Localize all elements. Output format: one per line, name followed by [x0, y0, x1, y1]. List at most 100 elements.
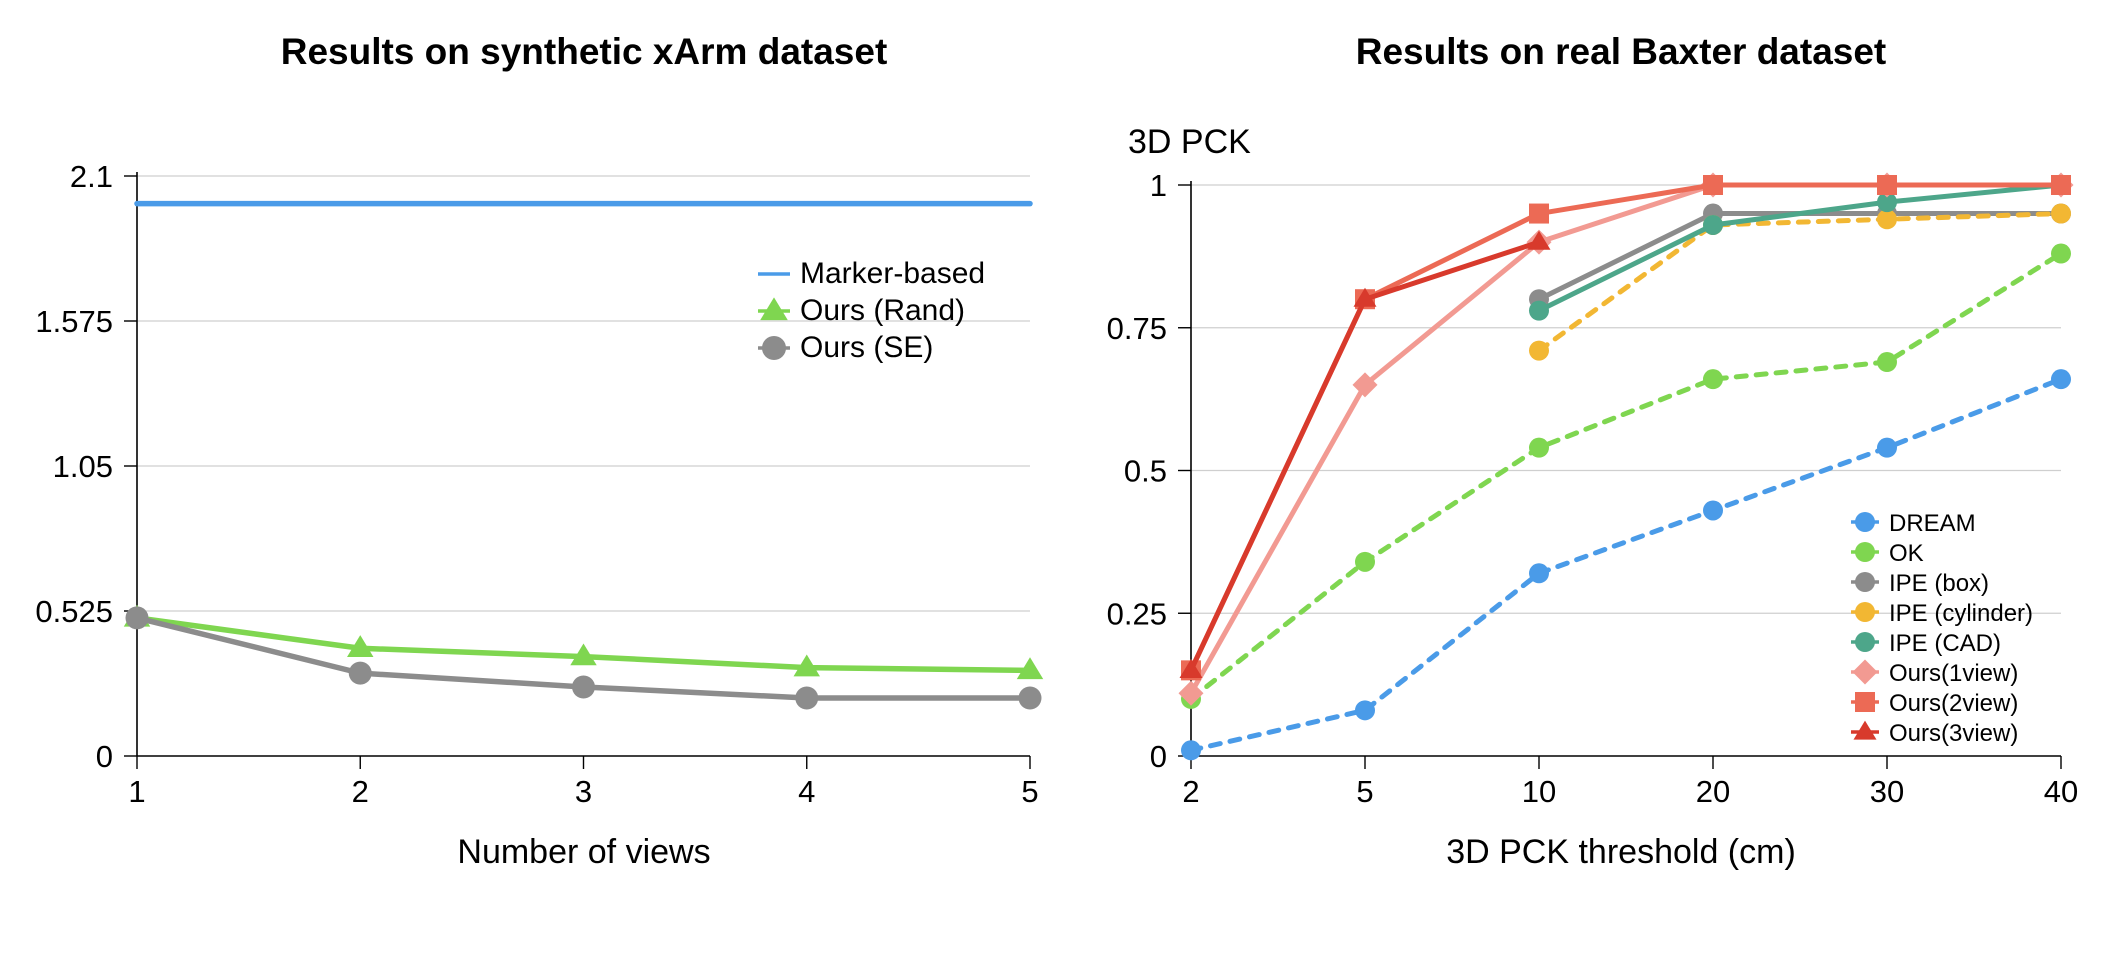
left-legend-item-ours-se: Ours (SE) — [758, 331, 933, 364]
right-series-ipe-cylinder-point — [2051, 203, 2071, 224]
right-legend-item-ipe-cylinder: IPE (cylinder) — [1851, 600, 2033, 627]
left-x-tick-label: 1 — [128, 774, 145, 809]
right-series-ours-3view-point — [1527, 230, 1551, 250]
left-legend-label: Marker-based — [800, 257, 985, 290]
right-series-ok-point — [1355, 551, 1375, 572]
left-legend-label: Ours (SE) — [800, 331, 933, 364]
right-legend-label: DREAM — [1889, 510, 1976, 537]
right-series-dream — [1181, 369, 2071, 761]
left-series-ours-rand-point — [793, 654, 820, 677]
right-series-ours-3view — [1179, 230, 1551, 678]
left-y-tick-label: 1.05 — [53, 449, 113, 484]
right-legend-item-ours-3view: Ours(3view) — [1851, 720, 2018, 747]
left-y-tick-label: 0.525 — [35, 594, 113, 629]
chart-left-x-axis-label: Number of views — [457, 833, 710, 871]
left-series-ours-se-point — [1018, 686, 1042, 710]
chart-right-x-tick-labels: 2 5 10 20 30 40 — [1182, 756, 2078, 809]
legend-swatch-marker — [1855, 572, 1875, 592]
legend-swatch-marker — [762, 336, 786, 360]
left-series-ours-se-point — [348, 661, 372, 685]
right-legend-label: IPE (CAD) — [1889, 630, 2001, 657]
right-legend-item-ipe-box: IPE (box) — [1851, 570, 1989, 597]
left-series-ours-rand-point — [570, 643, 597, 666]
right-x-tick-label: 30 — [1870, 774, 1904, 809]
chart-left-x-tick-labels: 1 2 3 4 5 — [128, 756, 1039, 809]
left-x-tick-label: 2 — [352, 774, 369, 809]
right-series-ours-3view-point — [1179, 658, 1203, 678]
legend-swatch-marker — [1855, 632, 1875, 652]
legend-swatch-marker — [1853, 720, 1877, 740]
right-legend-item-ours-2view: Ours(2view) — [1851, 690, 2018, 717]
right-x-tick-label: 20 — [1696, 774, 1730, 809]
left-series-ours-se-point — [572, 675, 595, 699]
legend-swatch-marker — [1855, 512, 1875, 532]
right-x-tick-label: 10 — [1522, 774, 1556, 809]
left-series-ours-se-point — [795, 686, 819, 710]
right-series-ipe-cylinder-point — [1877, 209, 1897, 230]
chart-left-title: Results on synthetic xArm dataset — [281, 31, 888, 72]
right-legend-item-dream: DREAM — [1851, 510, 1976, 537]
right-series-ok-point — [1529, 437, 1549, 458]
right-series-dream-point — [1529, 563, 1549, 584]
right-series-ok-point — [2051, 243, 2071, 264]
right-series-ipe-cad-point — [1877, 192, 1897, 213]
right-legend-item-ipe-cad: IPE (CAD) — [1851, 630, 2001, 657]
right-series-ipe-cylinder-point — [1529, 340, 1549, 361]
legend-swatch-marker — [1855, 692, 1875, 712]
chart-right-y-axis-label: 3D PCK — [1128, 123, 1251, 161]
chart-right-grid — [1191, 184, 2061, 614]
right-series-ours-2view-point — [1703, 175, 1723, 195]
right-series-ipe-cad-point — [1703, 214, 1723, 235]
right-series-ipe-box-line — [1536, 211, 2064, 302]
left-y-tick-label: 2.1 — [70, 159, 113, 194]
right-series-ours-1view-point — [1178, 680, 1204, 706]
right-x-tick-label: 2 — [1182, 774, 1199, 809]
left-y-tick-label: 1.575 — [35, 304, 113, 339]
right-x-tick-label: 40 — [2044, 774, 2078, 809]
right-series-dream-line — [1188, 376, 2064, 753]
legend-swatch-marker — [1852, 659, 1878, 685]
left-x-tick-label: 4 — [798, 774, 815, 809]
left-series-ours-rand-point — [347, 635, 374, 658]
right-x-tick-label: 5 — [1356, 774, 1373, 809]
right-y-tick-label: 0.25 — [1107, 596, 1167, 631]
right-legend-item-ok: OK — [1851, 540, 1924, 567]
right-series-ours-2view-point — [2051, 175, 2071, 195]
right-series-dream-point — [1355, 700, 1375, 721]
chart-right-x-axis-label: 3D PCK threshold (cm) — [1446, 833, 1796, 871]
right-y-tick-label: 0.75 — [1107, 311, 1167, 346]
chart-left-y-tick-labels: 0 0.525 1.05 1.575 2.1 — [35, 159, 137, 774]
left-legend-item-marker-based: Marker-based — [758, 257, 985, 290]
left-x-tick-label: 5 — [1021, 774, 1038, 809]
right-series-dream-point — [1877, 437, 1897, 458]
left-y-tick-label: 0 — [96, 739, 113, 774]
right-series-ok-point — [1877, 352, 1897, 373]
right-y-tick-label: 0 — [1150, 739, 1167, 774]
left-series-ours-rand-point — [1016, 657, 1044, 680]
left-series-ours-rand — [123, 604, 1044, 680]
legend-swatch-marker — [1855, 602, 1875, 622]
right-legend-label: IPE (cylinder) — [1889, 600, 2033, 627]
chart-left-series — [123, 200, 1044, 710]
right-series-dream-point — [2051, 369, 2071, 390]
right-legend-label: Ours(1view) — [1889, 660, 2018, 687]
right-series-ipe-cylinder — [1529, 203, 2071, 361]
chart-right-series — [1178, 172, 2074, 761]
right-series-ours-1view-point — [1352, 372, 1378, 398]
right-series-dream-point — [1181, 740, 1201, 761]
right-series-ipe-cad-point — [1529, 300, 1549, 321]
right-legend-label: IPE (box) — [1889, 570, 1989, 597]
chart-right-legend: DREAM OK IPE (box) IPE (cylinder) IPE (CAD) O… — [1851, 510, 2033, 747]
left-series-ours-se-point — [125, 606, 149, 630]
right-series-ok-line — [1188, 251, 2064, 702]
chart-right-real-baxter: Results on real Baxter dataset 3D PCK 0 0… — [1107, 31, 2079, 871]
chart-left-legend: Marker-based Ours (Rand) Ours (SE) — [758, 257, 985, 364]
left-legend-label: Ours (Rand) — [800, 294, 965, 327]
chart-right-y-tick-labels: 0 0.25 0.5 0.75 1 — [1107, 168, 1191, 774]
left-legend-item-ours-rand: Ours (Rand) — [758, 294, 965, 327]
chart-right-title: Results on real Baxter dataset — [1356, 31, 1887, 72]
chart-left-synthetic-xarm: Results on synthetic xArm dataset 0 0.525… — [35, 31, 1044, 871]
right-legend-label: Ours(3view) — [1889, 720, 2018, 747]
right-y-tick-label: 1 — [1150, 168, 1167, 203]
